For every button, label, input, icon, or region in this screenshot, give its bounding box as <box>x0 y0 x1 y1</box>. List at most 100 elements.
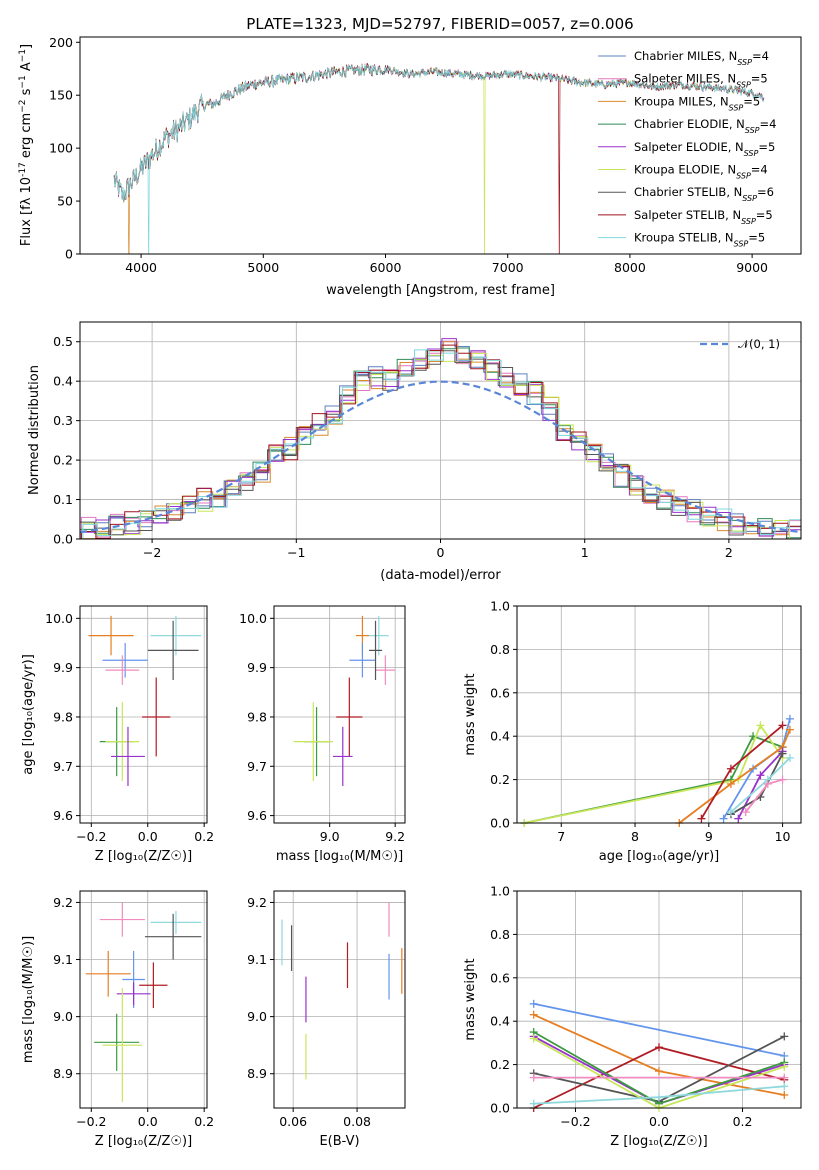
legend-value: =4 <box>751 163 768 177</box>
y-tick-label: 9.0 <box>247 1009 267 1024</box>
x-axis-label: Z [log₁₀(Z/Z☉)] <box>95 1134 192 1149</box>
y-tick-label: 0.2 <box>53 453 73 468</box>
y-tick-label: 0.4 <box>53 374 73 389</box>
axes-frame <box>273 890 406 1109</box>
y-tick-label: 9.9 <box>247 660 267 675</box>
x-tick-label: 7 <box>557 829 565 844</box>
y-axis-label-unit: ] <box>19 44 34 49</box>
y-axis-label: mass weight <box>463 673 478 755</box>
legend-label: Kroupa MILES, NSSP=5 <box>634 94 760 112</box>
x-tick-label: 9000 <box>736 260 768 275</box>
legend-subscript: SSP <box>737 58 752 67</box>
histogram-step <box>82 341 801 539</box>
y-tick-label: 9.0 <box>53 1009 73 1024</box>
axes-frame <box>79 890 208 1109</box>
y-axis-label-exp: −1 <box>18 49 28 62</box>
legend-subscript: SSP <box>729 103 744 112</box>
spectrum-panel: 4000 5000 6000 7000 8000 9000 0 50 100 150 200 wave… <box>18 35 802 298</box>
axes-frame <box>516 890 802 1109</box>
x-axis-label: Z [log₁₀(Z/Z☉)] <box>95 849 192 864</box>
y-tick-label: 0.3 <box>53 413 73 428</box>
x-tick-label: 5000 <box>247 260 279 275</box>
x-axis-label: (data-model)/error <box>380 568 501 583</box>
x-tick-label: 8000 <box>614 260 646 275</box>
z-weight-panel: −0.2 0.0 0.2 0.0 0.2 0.4 0.6 0.8 1.0 Z [log₁₀(Z/Z… <box>463 884 802 1149</box>
weight-line <box>533 1002 785 1057</box>
x-tick-label: −0.2 <box>560 1114 590 1129</box>
y-tick-label: 1.0 <box>490 884 510 899</box>
y-tick-label: 9.1 <box>53 952 73 967</box>
x-tick-label: 2 <box>725 545 733 560</box>
legend-label: Kroupa ELODIE, NSSP=4 <box>634 163 768 181</box>
legend-subscript: SSP <box>745 126 760 135</box>
y-tick-label: 0 <box>65 247 73 262</box>
y-tick-label: 0.0 <box>53 532 73 547</box>
legend-value: =5 <box>756 208 773 222</box>
x-axis-label: age [log₁₀(age/yr)] <box>599 849 720 864</box>
axes-frame <box>516 605 802 824</box>
x-tick-label: 8 <box>631 829 639 844</box>
x-tick-label: 9 <box>705 829 713 844</box>
y-axis-label-unit: A <box>19 62 34 75</box>
legend-label: Chabrier ELODIE, NSSP=4 <box>634 117 776 135</box>
x-tick-label: 6000 <box>370 260 402 275</box>
legend-value: =5 <box>748 231 765 245</box>
axes-frame <box>79 36 802 255</box>
weight-line <box>678 729 791 824</box>
mass-age-panel: 9.0 9.2 9.6 9.7 9.8 9.9 10.0 mass [log₁₀(M/M☉)] <box>239 605 406 864</box>
y-axis-label: mass weight <box>463 958 478 1040</box>
y-tick-label: 0.2 <box>490 772 510 787</box>
x-tick-label: 4000 <box>125 260 157 275</box>
x-tick-label: 0.0 <box>138 829 158 844</box>
x-axis-label: mass [log₁₀(M/M☉)] <box>276 849 403 864</box>
x-tick-label: 0.2 <box>194 1114 214 1129</box>
legend-subscript: SSP <box>734 239 749 248</box>
legend-subscript: SSP <box>736 171 751 180</box>
y-tick-label: 0.4 <box>490 729 510 744</box>
x-axis-label: E(B-V) <box>319 1134 359 1149</box>
gaussian-curve <box>79 380 802 534</box>
x-axis-label: Z [log₁₀(Z/Z☉)] <box>610 1134 707 1149</box>
y-tick-label: 100 <box>49 141 73 156</box>
y-tick-label: 0.5 <box>53 334 73 349</box>
legend-label: Salpeter ELODIE, NSSP=5 <box>634 140 775 158</box>
legend-label: 𝒩(0, 1) <box>738 337 780 351</box>
y-tick-label: 9.6 <box>247 808 267 823</box>
y-axis-label: Flux [fλ 10-17 erg cm−2 s−1 A−1] <box>18 44 34 246</box>
x-tick-label: 9.2 <box>385 829 405 844</box>
x-tick-label: 0.06 <box>279 1114 307 1129</box>
y-tick-label: 9.6 <box>53 808 73 823</box>
legend-subscript: SSP <box>741 216 756 225</box>
y-tick-label: 8.9 <box>53 1066 73 1081</box>
x-tick-label: 0 <box>437 545 445 560</box>
y-tick-label: 0.4 <box>490 1014 510 1029</box>
y-axis-label-unit: erg cm <box>19 113 34 162</box>
y-axis-label: mass [log₁₀(M/M☉)] <box>21 936 36 1063</box>
y-tick-label: 0.6 <box>490 685 510 700</box>
y-tick-label: 9.7 <box>53 759 73 774</box>
spectrum-line <box>113 63 765 254</box>
axes-frame <box>79 605 208 824</box>
y-tick-label: 9.8 <box>247 709 267 724</box>
histogram-step <box>80 350 801 539</box>
x-tick-label: 7000 <box>492 260 524 275</box>
legend-label: Chabrier STELIB, NSSP=6 <box>634 185 774 203</box>
x-tick-label: −1 <box>287 545 305 560</box>
y-tick-label: 0.8 <box>490 927 510 942</box>
y-tick-label: 9.2 <box>53 895 73 910</box>
legend-label: Chabrier MILES, NSSP=4 <box>634 49 769 67</box>
figure-title: PLATE=1323, MJD=52797, FIBERID=0057, z=0… <box>246 15 633 33</box>
legend-value: =5 <box>743 94 760 108</box>
weight-line <box>730 757 791 813</box>
y-axis-label-unit: s <box>19 88 34 99</box>
legend-subscript: SSP <box>736 80 751 89</box>
y-tick-label: 10.0 <box>239 611 267 626</box>
legend-subscript: SSP <box>744 148 759 157</box>
residual-histogram-panel: −2 −1 0 1 2 0.0 0.1 0.2 0.3 0.4 0.5 𝒩(0, 1) (data-mo… <box>27 321 802 583</box>
y-tick-label: 9.8 <box>53 709 73 724</box>
legend-subscript: SSP <box>742 194 757 203</box>
y-axis-label: age [log₁₀(age/yr)] <box>21 654 36 775</box>
x-tick-label: 10 <box>775 829 791 844</box>
legend-label: Salpeter MILES, NSSP=5 <box>634 72 768 90</box>
